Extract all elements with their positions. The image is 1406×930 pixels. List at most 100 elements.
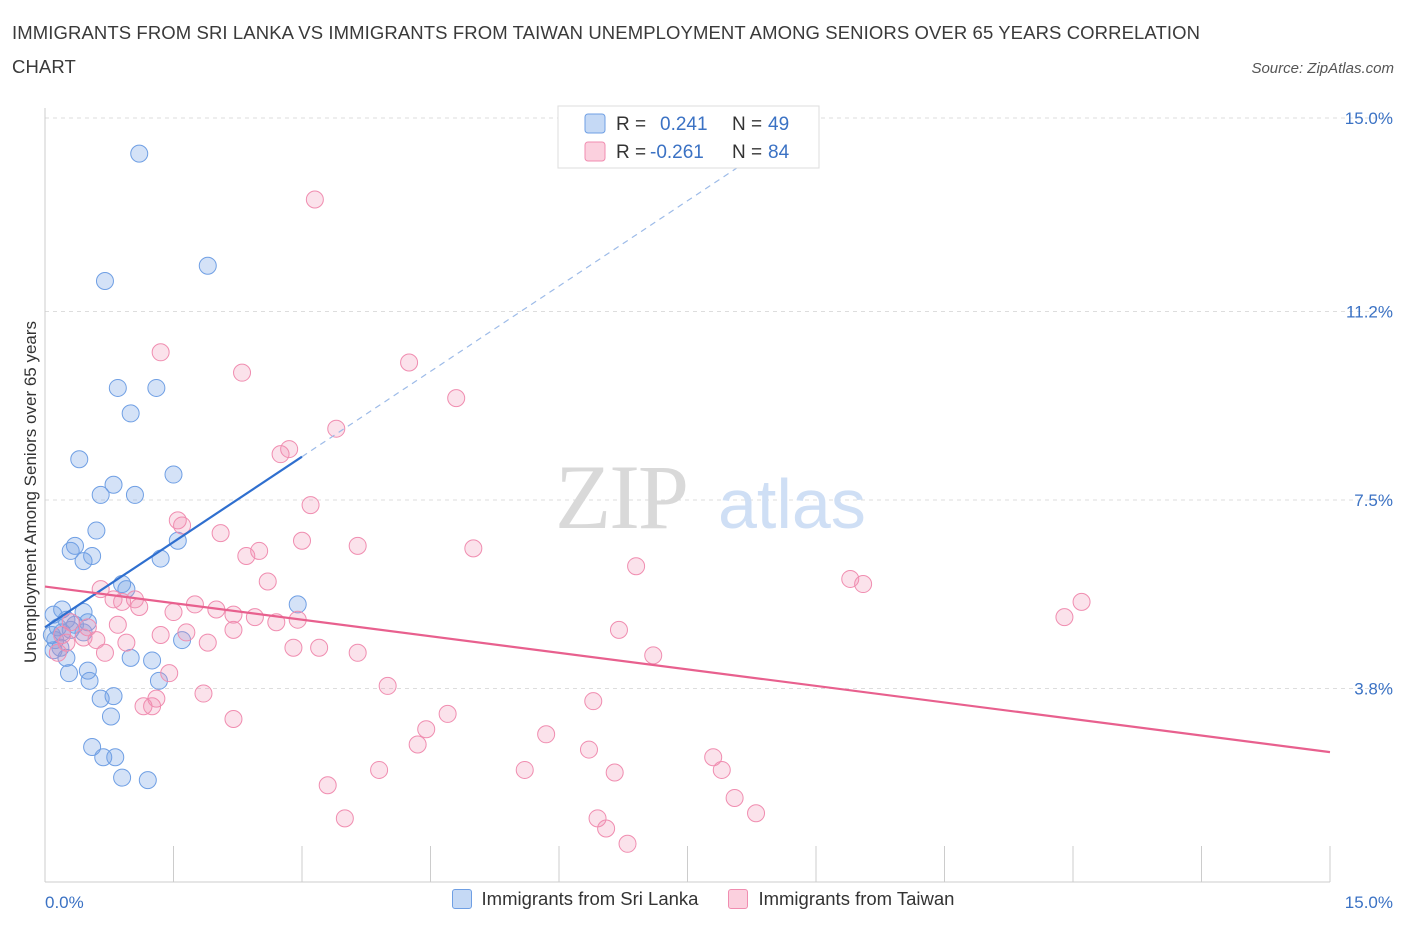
scatter-point-sri-lanka [121,648,140,667]
grid [45,117,1392,689]
scatter-point-taiwan [597,819,616,838]
y-axis-title: Unemployment Among Seniors over 65 years [21,321,40,663]
scatter-point-taiwan [305,190,324,209]
scatter-point-taiwan [854,575,873,594]
scatter-point-taiwan [335,809,354,828]
x-tick-label: 0.0% [45,893,84,912]
scatter-point-sri-lanka [104,475,123,494]
scatter-point-sri-lanka [198,256,217,275]
trend-line-sri-lanka [44,455,303,629]
y-tick-label: 7.5% [1354,491,1393,510]
scatter-point-sri-lanka [95,271,114,290]
scatter-point-taiwan [712,760,731,779]
legend-n-label-sri-lanka: N = [732,114,762,135]
scatter-point-taiwan [704,748,723,767]
scatter-point-taiwan [151,625,170,644]
legend-r-label-sri-lanka: R = [616,114,646,135]
scatter-point-taiwan [725,788,744,807]
axes [44,108,1331,883]
scatter-point-sri-lanka [91,689,110,708]
bottom-legend-item-sri-lanka: Immigrants from Sri Lanka [451,888,699,910]
scatter-point-taiwan [224,605,243,624]
legend-r-label-taiwan: R = [616,142,646,163]
scatter-point-taiwan [151,343,170,362]
scatter-point-taiwan [747,804,766,823]
scatter-point-taiwan [61,613,80,632]
scatter-point-sri-lanka [121,404,140,423]
scatter-point-sri-lanka [59,664,78,683]
scatter-point-taiwan [78,618,97,637]
trend-line-sri-lanka-extension [301,160,748,458]
scatter-point-taiwan [48,643,67,662]
legend-swatch-sri-lanka [584,113,606,134]
y-tick-label: 15.0% [1345,109,1393,128]
scatter-point-sri-lanka [108,378,127,397]
scatter-point-taiwan [348,536,367,555]
scatter-point-taiwan [609,620,628,639]
scatter-point-taiwan [447,389,466,408]
scatter-point-taiwan [301,496,320,515]
legend-r-value-taiwan: -0.261 [650,142,704,163]
scatter-point-sri-lanka [70,450,89,469]
bottom-legend: Immigrants from Sri Lanka Immigrants fro… [0,888,1406,910]
scatter-point-taiwan [579,740,598,759]
trend-line-taiwan [44,585,1331,754]
scatter-point-taiwan [400,353,419,372]
bottom-legend-swatch-taiwan [728,889,749,909]
tick-labels: 3.8% 7.5% 11.2% 15.0% 0.0% 15.0% [45,109,1393,912]
watermark: ZIP atlas [555,446,866,548]
scatter-point-taiwan [271,445,290,464]
scatter-point-taiwan [194,684,213,703]
bottom-legend-swatch-sri-lanka [451,889,472,909]
bottom-legend-label-sri-lanka: Immigrants from Sri Lanka [481,888,699,909]
watermark-zip: ZIP [555,446,687,548]
scatter-point-sri-lanka [106,748,125,767]
legend-swatch-taiwan [584,141,606,162]
scatter-point-taiwan [233,363,252,382]
scatter-point-taiwan [618,834,637,853]
scatter-point-taiwan [177,623,196,642]
scatter-point-taiwan [605,763,624,782]
scatter-point-taiwan [117,633,136,652]
scatter-point-taiwan [160,664,179,683]
scatter-point-taiwan [327,419,346,438]
scatter-point-taiwan [464,539,483,558]
scatter-point-sri-lanka [83,547,102,566]
scatter-point-taiwan [258,572,277,591]
scatter-point-taiwan [87,631,106,650]
scatter-point-taiwan [438,704,457,723]
scatter-point-sri-lanka [87,521,106,540]
scatter-point-taiwan [627,557,646,576]
legend-n-value-sri-lanka: 49 [768,114,789,135]
watermark-atlas: atlas [718,465,866,543]
scatter-point-taiwan [108,615,127,634]
scatter-point-taiwan [245,608,264,627]
scatter-point-taiwan [293,531,311,550]
scatter-point-sri-lanka [101,707,120,726]
scatter-point-taiwan [224,710,243,729]
scatter-point-taiwan [95,643,114,662]
scatter-point-taiwan [515,760,534,779]
scatter-point-sri-lanka [149,671,168,690]
scatter-point-sri-lanka [143,651,162,670]
scatter-point-taiwan [644,646,663,665]
scatter-point-sri-lanka [80,671,99,690]
scatter-point-taiwan [280,440,299,459]
scatter-point-taiwan [348,643,367,662]
scatter-point-taiwan [143,697,162,716]
scatter-point-sri-lanka [130,144,149,163]
bottom-legend-label-taiwan: Immigrants from Taiwan [758,888,955,909]
scatter-point-taiwan [584,692,603,711]
scatter-point-sri-lanka [113,768,132,787]
scatter-point-taiwan [224,620,243,639]
scatter-point-taiwan [173,516,192,535]
chart-title: IMMIGRANTS FROM SRI LANKA VS IMMIGRANTS … [12,22,1201,77]
trend-lines [44,160,1331,754]
scatter-point-sri-lanka [288,595,307,614]
scatter-point-taiwan [417,720,436,739]
scatter-point-sri-lanka [164,465,183,484]
scatter-point-sri-lanka [57,648,76,667]
scatter-point-sri-lanka [125,485,144,504]
legend-top: R = 0.241 N = 49 R = -0.261 N = 84 [557,105,820,169]
source-label: Source: ZipAtlas.com [1251,60,1394,77]
